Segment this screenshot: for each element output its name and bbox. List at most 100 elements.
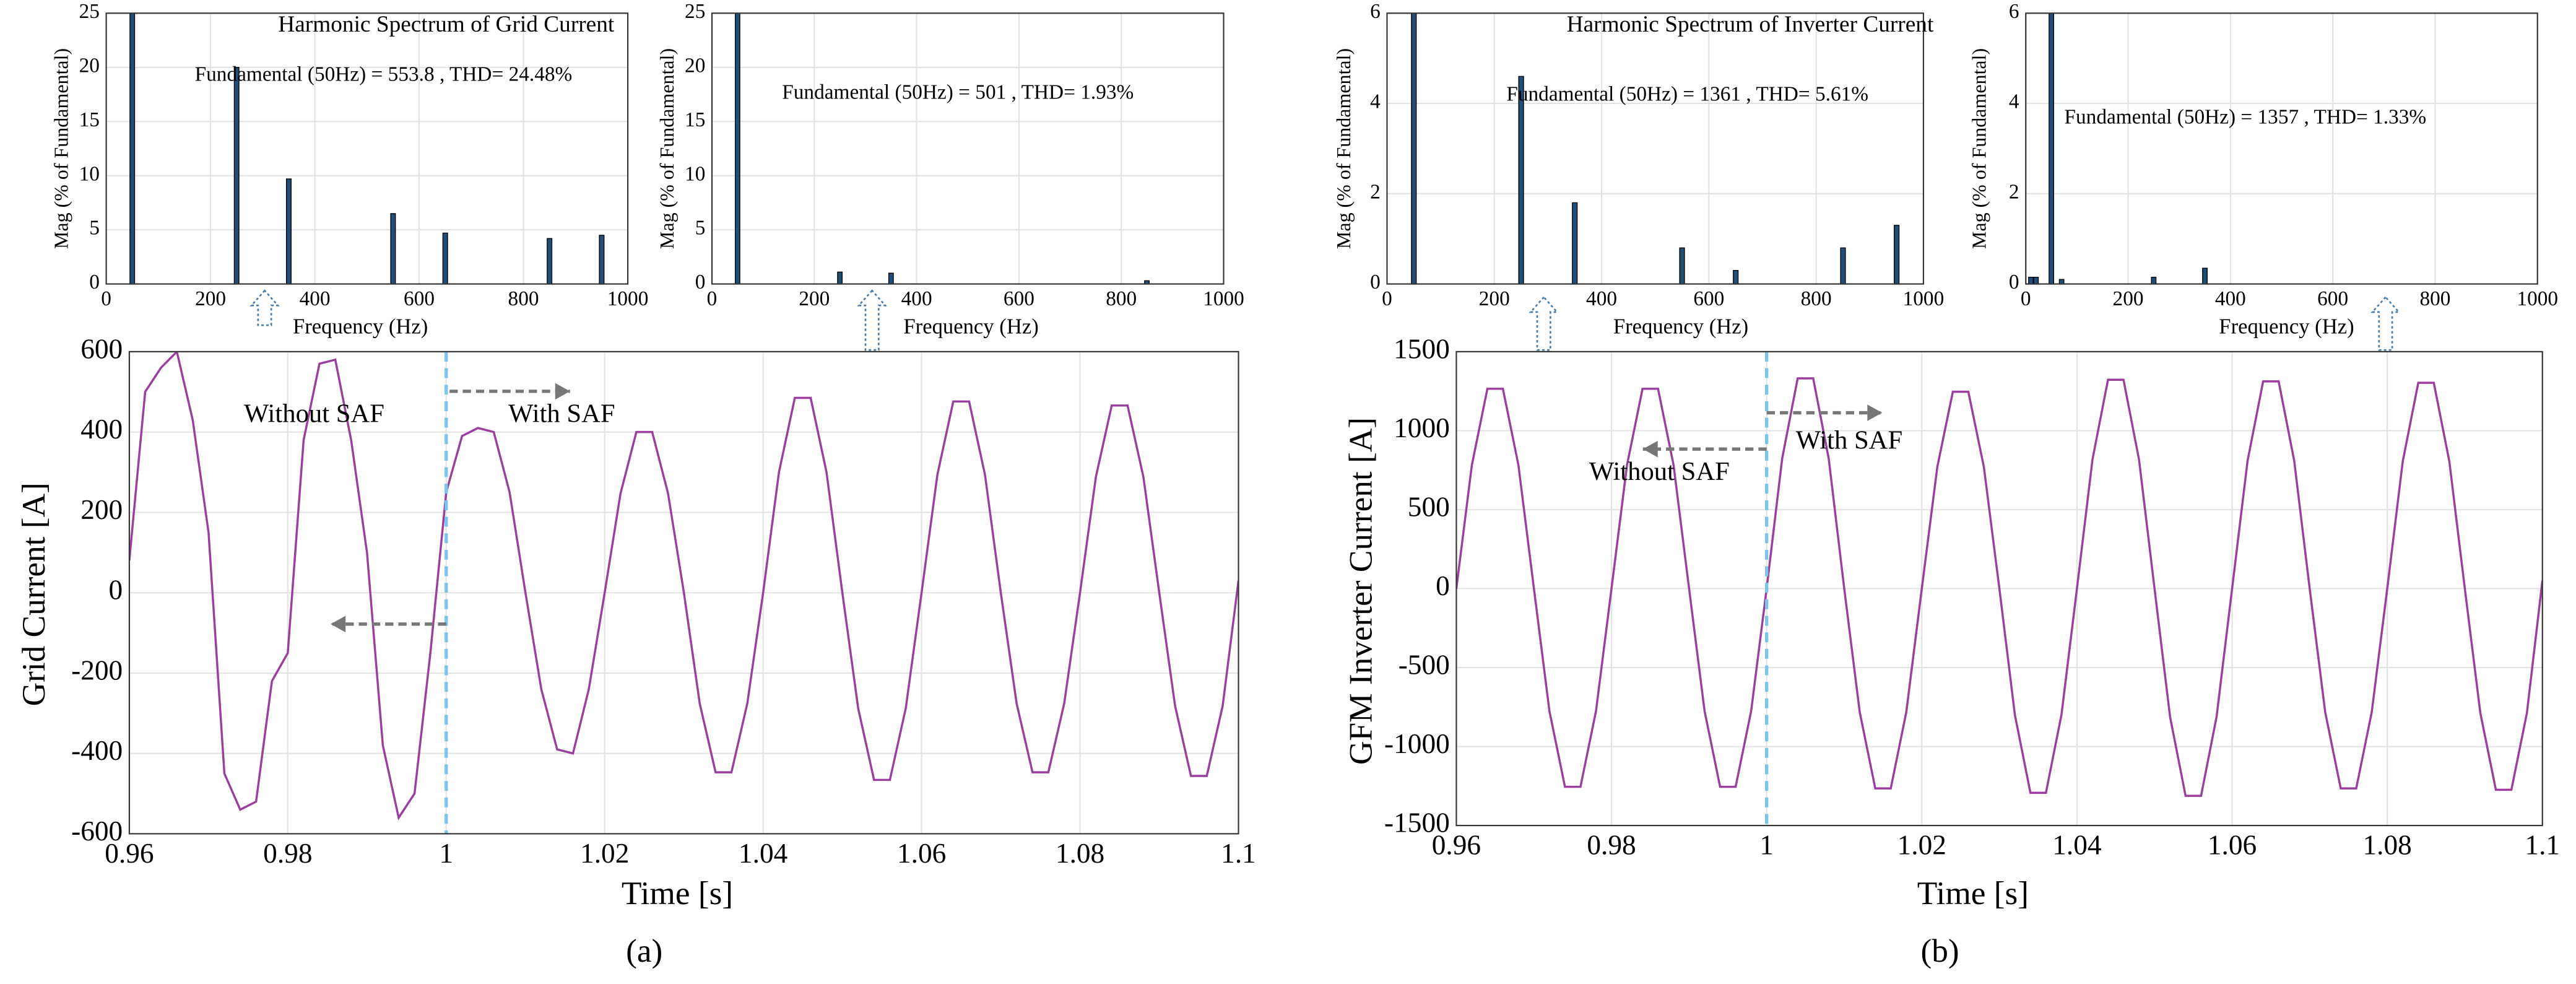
annotation: With SAF bbox=[1796, 425, 1902, 455]
y-tick-label: -500 bbox=[1399, 649, 1450, 680]
bar bbox=[888, 272, 894, 284]
x-tick-label: 600 bbox=[1004, 287, 1034, 310]
y-tick-label: 15 bbox=[79, 108, 100, 131]
y-tick-label: 15 bbox=[685, 108, 705, 131]
bar bbox=[129, 13, 136, 284]
x-tick-label: 0 bbox=[707, 287, 718, 310]
y-tick-label: 4 bbox=[2009, 90, 2019, 113]
x-tick-label: 1 bbox=[1759, 830, 1774, 861]
x-axis-label: Frequency (Hz) bbox=[293, 315, 428, 339]
y-tick-label: 0 bbox=[695, 271, 706, 294]
pointer-arrow bbox=[2370, 295, 2401, 351]
y-tick-label: 5 bbox=[89, 217, 100, 240]
y-tick-label: 0 bbox=[89, 271, 100, 294]
y-tick-label: 2 bbox=[1370, 180, 1381, 203]
caption: (a) bbox=[626, 932, 662, 969]
y-tick-label: -1000 bbox=[1384, 728, 1450, 759]
plot bbox=[129, 351, 1239, 821]
x-tick-label: 1.08 bbox=[2362, 830, 2411, 861]
y-axis-label: Mag (% of Fundamental) bbox=[656, 48, 678, 249]
y-tick-label: 1500 bbox=[1394, 333, 1450, 364]
line bbox=[1456, 377, 2543, 797]
pointer-arrow bbox=[249, 289, 280, 326]
bar bbox=[2151, 276, 2157, 284]
x-tick-label: 1.1 bbox=[1221, 838, 1256, 869]
x-tick-label: 1.02 bbox=[580, 838, 629, 869]
x-tick-label: 1.06 bbox=[2208, 830, 2257, 861]
x-axis-label: Frequency (Hz) bbox=[2219, 315, 2354, 339]
x-tick-label: 400 bbox=[300, 287, 331, 310]
y-axis-label: Mag (% of Fundamental) bbox=[50, 48, 72, 249]
y-tick-label: 5 bbox=[695, 217, 706, 240]
y-tick-label: 4 bbox=[1370, 90, 1381, 113]
y-tick-label: 10 bbox=[79, 162, 100, 185]
x-tick-label: 1 bbox=[439, 838, 453, 869]
y-tick-label: -400 bbox=[71, 735, 123, 766]
axes-frame bbox=[1386, 12, 1925, 285]
y-tick-label: 6 bbox=[2009, 0, 2019, 23]
arrow-head bbox=[1867, 404, 1883, 421]
y-tick-label: 0 bbox=[2009, 271, 2019, 294]
annotation: Fundamental (50Hz) = 1361 , THD= 5.61% bbox=[1506, 82, 1868, 105]
bar bbox=[599, 235, 605, 284]
x-tick-label: 800 bbox=[1106, 287, 1137, 310]
bar bbox=[390, 213, 396, 284]
y-axis-label: Mag (% of Fundamental) bbox=[1332, 48, 1355, 249]
plot-area bbox=[712, 13, 1224, 284]
axes-frame bbox=[128, 350, 1239, 835]
axes-frame bbox=[2025, 12, 2538, 285]
x-tick-label: 600 bbox=[404, 287, 435, 310]
x-tick-label: 1.04 bbox=[739, 838, 787, 869]
x-tick-label: 1000 bbox=[1203, 287, 1244, 310]
y-tick-label: 0 bbox=[109, 575, 123, 606]
bar bbox=[1679, 247, 1685, 284]
annotation: Fundamental (50Hz) = 501 , THD= 1.93% bbox=[782, 81, 1134, 104]
y-tick-label: -600 bbox=[71, 816, 123, 847]
x-axis-label: Time [s] bbox=[1917, 874, 2029, 912]
caption: (b) bbox=[1921, 932, 1959, 969]
arrow-head bbox=[1642, 440, 1658, 458]
y-tick-label: 500 bbox=[1408, 491, 1450, 522]
bar bbox=[1894, 225, 1900, 284]
bar bbox=[2049, 13, 2054, 284]
x-tick-label: 200 bbox=[799, 287, 830, 310]
plot-area bbox=[106, 13, 628, 284]
x-tick-label: 0 bbox=[101, 287, 111, 310]
x-tick-label: 1.04 bbox=[2052, 830, 2101, 861]
pointer-arrows bbox=[249, 289, 2401, 351]
x-tick-label: 200 bbox=[195, 287, 226, 310]
bar bbox=[1572, 202, 1578, 284]
x-axis-label: Frequency (Hz) bbox=[903, 315, 1038, 339]
x-tick-label: 600 bbox=[1693, 287, 1724, 310]
y-tick-label: 400 bbox=[80, 414, 123, 445]
annotation: With SAF bbox=[508, 399, 615, 429]
y-tick-label: 0 bbox=[1370, 271, 1381, 294]
y-tick-label: 10 bbox=[685, 162, 705, 185]
bar bbox=[1411, 13, 1417, 284]
annotation: Fundamental (50Hz) = 1357 , THD= 1.33% bbox=[2064, 106, 2426, 129]
x-tick-label: 1.1 bbox=[2525, 830, 2560, 861]
x-tick-label: 0.98 bbox=[1587, 830, 1636, 861]
chart-title: Harmonic Spectrum of Inverter Current bbox=[1567, 12, 1934, 37]
x-tick-label: 200 bbox=[2113, 287, 2144, 310]
x-tick-label: 400 bbox=[2215, 287, 2246, 310]
x-tick-label: 600 bbox=[2317, 287, 2348, 310]
plot-area bbox=[1387, 13, 1923, 284]
arrow-head bbox=[331, 616, 346, 633]
bar bbox=[1518, 76, 1524, 284]
x-tick-label: 1000 bbox=[2517, 287, 2558, 310]
bar bbox=[2202, 268, 2208, 284]
x-tick-label: 0 bbox=[2021, 287, 2031, 310]
plot bbox=[1456, 377, 2543, 797]
x-tick-label: 800 bbox=[508, 287, 539, 310]
x-axis-label: Time [s] bbox=[622, 874, 733, 912]
annotation: Without SAF bbox=[1589, 457, 1730, 486]
y-tick-label: 25 bbox=[685, 0, 705, 23]
bar bbox=[2028, 276, 2034, 284]
x-tick-label: 800 bbox=[1801, 287, 1832, 310]
x-tick-label: 1000 bbox=[1903, 287, 1945, 310]
axes-frame bbox=[1455, 350, 2543, 827]
y-tick-label: 600 bbox=[80, 333, 123, 364]
chart-title: Harmonic Spectrum of Grid Current bbox=[278, 12, 615, 37]
y-tick-label: 20 bbox=[685, 54, 705, 77]
